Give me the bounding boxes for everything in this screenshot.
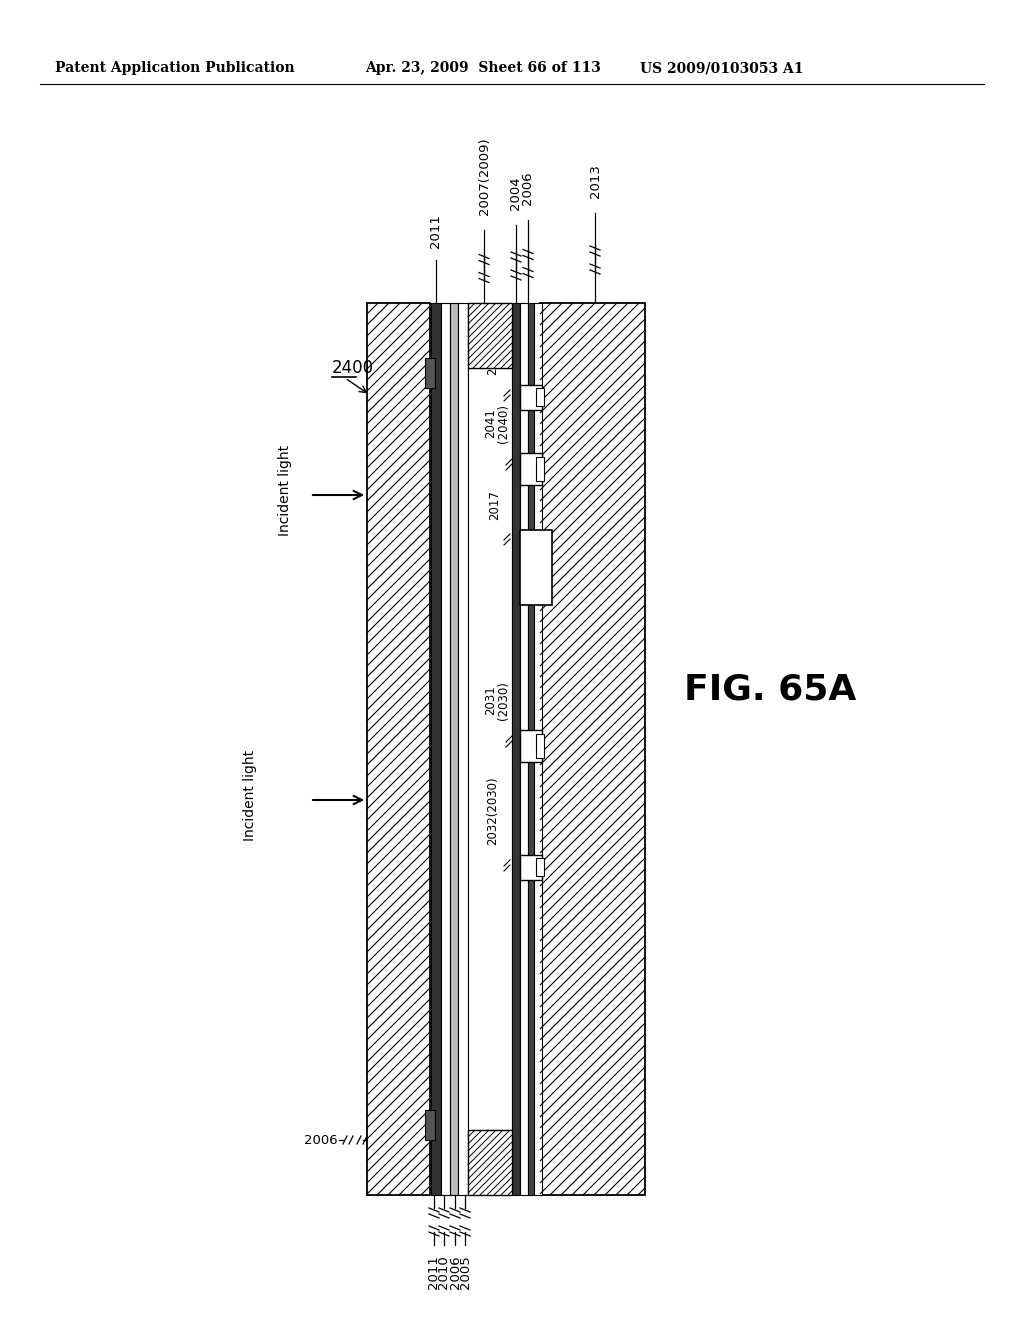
Text: 2042(2040): 2042(2040) [486,306,500,375]
Text: FIG. 65A: FIG. 65A [684,673,856,708]
Text: 2041
(2040): 2041 (2040) [484,404,510,444]
Bar [536,734,544,758]
Text: 2017: 2017 [488,490,502,520]
Text: 2011: 2011 [429,214,442,248]
Bar [512,304,520,1195]
Bar [536,858,544,876]
Bar [540,304,645,1195]
Text: 2032(2030): 2032(2030) [486,776,500,845]
Bar [367,304,430,1195]
Text: Incident light: Incident light [243,750,257,841]
Text: Patent Application Publication: Patent Application Publication [55,61,295,75]
Text: 2005: 2005 [459,1255,471,1288]
Text: 2006: 2006 [521,172,535,205]
Bar [534,304,542,1195]
Bar [468,304,512,368]
Bar [431,304,441,1195]
Bar [520,531,552,605]
Text: Apr. 23, 2009  Sheet 66 of 113: Apr. 23, 2009 Sheet 66 of 113 [365,61,601,75]
Bar [528,304,534,1195]
Bar [520,304,528,1195]
Text: 2006: 2006 [304,1134,338,1147]
Text: 2031
(2030): 2031 (2030) [484,681,510,719]
Bar [520,730,542,762]
Text: 2011: 2011 [427,1255,440,1288]
Text: 2010: 2010 [437,1255,451,1288]
Bar [520,855,542,880]
Bar [520,385,542,411]
Bar [425,1110,435,1140]
Text: 2400: 2400 [332,359,374,378]
Bar [520,453,542,484]
Text: 2004: 2004 [510,177,522,210]
Text: US 2009/0103053 A1: US 2009/0103053 A1 [640,61,804,75]
Text: Incident light: Incident light [278,445,292,536]
Text: 2006: 2006 [449,1255,462,1288]
Bar [536,457,544,480]
Bar [536,388,544,407]
Bar [458,304,468,1195]
Bar [468,1130,512,1195]
Text: 2013: 2013 [589,164,601,198]
Text: 2007(2009): 2007(2009) [477,137,490,215]
Bar [450,304,458,1195]
Bar [468,368,512,1130]
Bar [425,358,435,388]
Bar [441,304,450,1195]
